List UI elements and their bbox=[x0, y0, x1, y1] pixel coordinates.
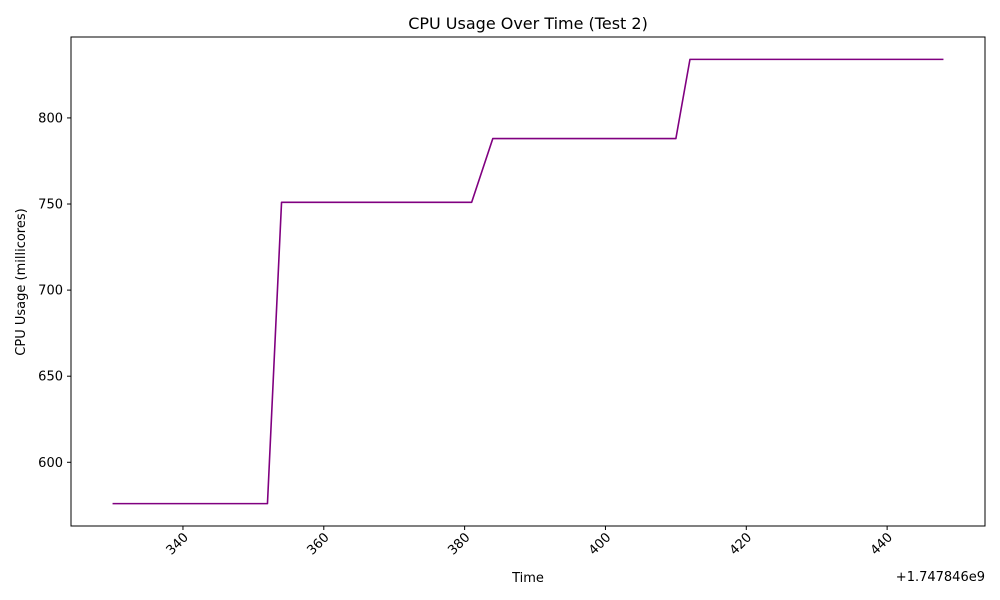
series-line bbox=[112, 58, 944, 505]
y-tick-label: 650 bbox=[38, 370, 63, 385]
y-axis-label: CPU Usage (millicores) bbox=[14, 208, 29, 355]
x-axis-ticks: 340 360 380 400 420 440 bbox=[164, 526, 896, 558]
chart-title: CPU Usage Over Time (Test 2) bbox=[408, 14, 648, 33]
x-tick-label: 360 bbox=[304, 530, 332, 558]
x-axis-offset-label: +1.747846e9 bbox=[896, 570, 985, 585]
x-tick-label: 420 bbox=[727, 530, 755, 558]
x-tick-label: 340 bbox=[164, 530, 192, 558]
x-tick-label: 440 bbox=[868, 530, 896, 558]
y-tick-label: 750 bbox=[38, 198, 63, 213]
x-axis-label: Time bbox=[511, 571, 544, 586]
x-tick-label: 380 bbox=[445, 530, 473, 558]
series-layer bbox=[112, 58, 944, 505]
plot-frame bbox=[70, 36, 986, 527]
x-tick-label: 400 bbox=[586, 530, 614, 558]
y-tick-label: 600 bbox=[38, 456, 63, 471]
y-tick-label: 700 bbox=[38, 284, 63, 299]
y-tick-label: 800 bbox=[38, 111, 63, 126]
y-axis-ticks: 600 650 700 750 800 bbox=[38, 111, 71, 471]
